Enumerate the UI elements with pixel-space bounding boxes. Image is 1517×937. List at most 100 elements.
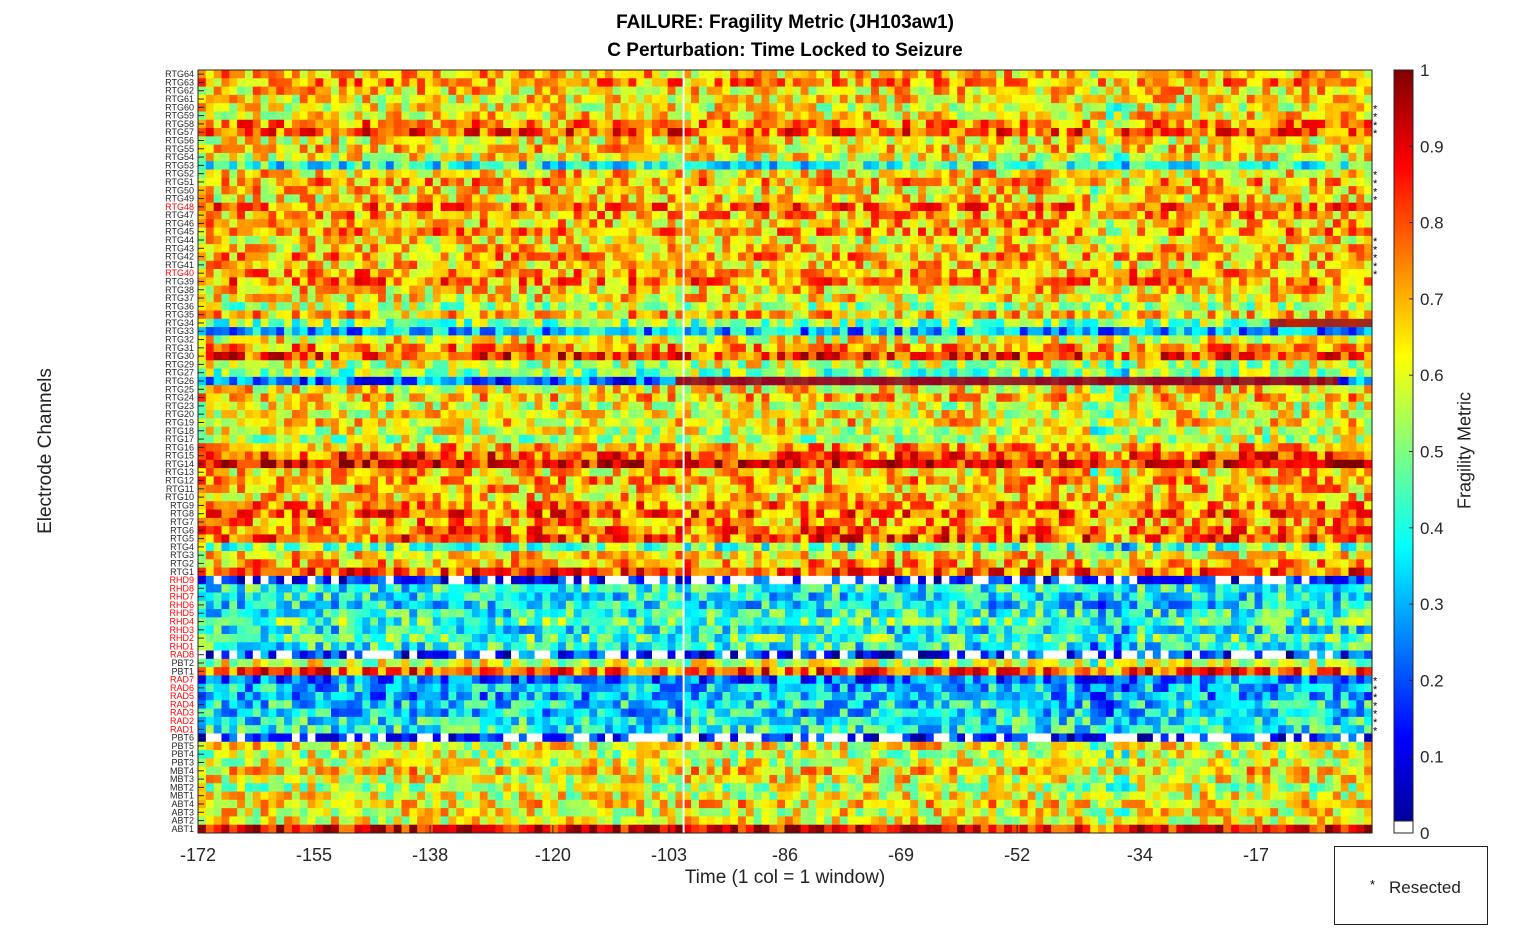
heatmap-cell: [1137, 128, 1146, 137]
heatmap-cell: [777, 219, 786, 228]
heatmap-cell: [1113, 260, 1123, 270]
heatmap-cell: [980, 260, 990, 270]
heatmap-cell: [831, 327, 841, 336]
heatmap-cell: [1278, 103, 1287, 112]
heatmap-cell: [534, 152, 543, 162]
heatmap-cell: [620, 310, 630, 320]
heatmap-cell: [855, 327, 864, 336]
heatmap-cell: [479, 194, 489, 204]
heatmap-cell: [291, 235, 301, 245]
heatmap-cell: [691, 136, 700, 146]
heatmap-cell: [1254, 235, 1264, 245]
heatmap-cell: [440, 277, 450, 287]
heatmap-cell: [526, 210, 536, 220]
heatmap-cell: [1145, 119, 1154, 129]
heatmap-cell: [698, 210, 708, 220]
heatmap-cell: [581, 70, 590, 79]
heatmap-cell: [276, 144, 285, 154]
heatmap-cell: [847, 310, 857, 320]
heatmap-cell: [698, 111, 708, 121]
heatmap-cell: [644, 111, 653, 121]
heatmap-cell: [205, 277, 215, 287]
heatmap-cell: [691, 235, 700, 245]
heatmap-cell: [440, 244, 450, 253]
heatmap-cell: [1098, 144, 1107, 154]
heatmap-cell: [471, 219, 481, 228]
heatmap-cell: [800, 186, 810, 195]
heatmap-cell: [965, 177, 974, 187]
heatmap-cell: [417, 186, 426, 195]
heatmap-cell: [1074, 277, 1084, 287]
heatmap-cell: [534, 119, 543, 129]
heatmap-cell: [362, 244, 371, 253]
heatmap-cell: [863, 78, 872, 87]
heatmap-cell: [1152, 202, 1162, 212]
heatmap-cell: [1105, 210, 1115, 220]
heatmap-cell: [1160, 111, 1170, 121]
heatmap-cell: [972, 252, 982, 262]
heatmap-cell: [495, 260, 504, 270]
heatmap-cell: [1293, 293, 1303, 303]
heatmap-cell: [213, 318, 223, 328]
heatmap-cell: [659, 335, 669, 345]
heatmap-cell: [847, 260, 857, 270]
heatmap-cell: [949, 210, 958, 220]
heatmap-cell: [698, 186, 708, 195]
heatmap-cell: [824, 103, 833, 112]
heatmap-cell: [1262, 161, 1271, 170]
heatmap-cell: [1270, 152, 1279, 162]
heatmap-cell: [1027, 111, 1037, 121]
heatmap-cell: [338, 94, 348, 104]
heatmap-cell: [1176, 227, 1185, 237]
heatmap-cell: [471, 244, 481, 253]
heatmap-cell: [338, 343, 348, 353]
heatmap-cell: [260, 177, 270, 187]
heatmap-cell: [659, 252, 669, 262]
heatmap-cell: [1223, 327, 1232, 336]
heatmap-cell: [229, 327, 238, 336]
heatmap-cell: [1207, 144, 1217, 154]
heatmap-cell: [878, 219, 888, 228]
heatmap-cell: [753, 161, 763, 170]
heatmap-cell: [1004, 194, 1013, 204]
heatmap-cell: [1058, 186, 1068, 195]
heatmap-cell: [972, 277, 982, 287]
heatmap-cell: [1293, 161, 1303, 170]
heatmap-cell: [706, 210, 716, 220]
heatmap-cell: [628, 202, 637, 212]
heatmap-cell: [761, 169, 770, 179]
heatmap-cell: [1223, 210, 1232, 220]
heatmap-cell: [1364, 161, 1373, 170]
heatmap-cell: [1011, 285, 1021, 295]
heatmap-cell: [1246, 94, 1256, 104]
heatmap-cell: [1145, 235, 1154, 245]
heatmap-cell: [941, 293, 950, 303]
heatmap-cell: [401, 111, 410, 121]
heatmap-cell: [831, 186, 841, 195]
heatmap-cell: [503, 177, 512, 187]
heatmap-cell: [847, 335, 857, 345]
heatmap-cell: [1191, 86, 1201, 96]
heatmap-cell: [276, 70, 285, 79]
heatmap-cell: [479, 302, 489, 311]
heatmap-cell: [1035, 103, 1044, 112]
heatmap-cell: [1137, 227, 1146, 237]
heatmap-cell: [268, 244, 277, 253]
heatmap-cell: [1027, 194, 1037, 204]
heatmap-cell: [1340, 152, 1350, 162]
heatmap-cell: [448, 244, 457, 253]
heatmap-cell: [730, 186, 739, 195]
heatmap-cell: [362, 78, 371, 87]
heatmap-cell: [432, 227, 442, 237]
heatmap-cell: [1043, 310, 1052, 320]
heatmap-cell: [1278, 177, 1287, 187]
heatmap-cell: [620, 235, 630, 245]
heatmap-cell: [1145, 293, 1154, 303]
heatmap-cell: [1066, 269, 1076, 278]
heatmap-cell: [1058, 210, 1068, 220]
heatmap-cell: [1090, 252, 1099, 262]
heatmap-cell: [1137, 177, 1146, 187]
heatmap-cell: [706, 169, 716, 179]
heatmap-cell: [886, 210, 896, 220]
heatmap-cell: [205, 169, 215, 179]
